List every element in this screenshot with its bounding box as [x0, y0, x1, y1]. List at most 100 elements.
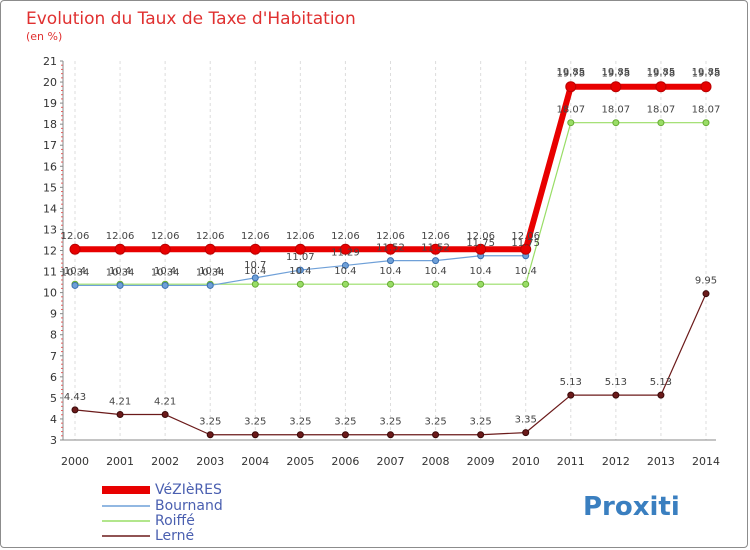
- data-label: 12.06: [241, 231, 270, 242]
- data-label: 19.78: [692, 69, 721, 80]
- y-tick-label: 13: [43, 223, 57, 236]
- data-point: [565, 81, 577, 93]
- x-tick-label: 2001: [106, 455, 134, 468]
- data-label: 12.06: [61, 231, 90, 242]
- data-label: 18.07: [692, 105, 721, 116]
- data-point: [522, 429, 530, 437]
- data-point: [655, 81, 667, 93]
- data-label: 10.4: [244, 266, 266, 277]
- data-label: 10.4: [64, 266, 86, 277]
- data-point: [161, 411, 169, 419]
- data-point: [251, 274, 259, 282]
- data-label: 10.4: [334, 266, 356, 277]
- data-label: 12.06: [511, 231, 540, 242]
- data-label: 3.25: [470, 417, 492, 428]
- y-tick-label: 17: [43, 139, 57, 152]
- data-label: 11.29: [331, 247, 360, 258]
- data-label: 10.34: [151, 267, 180, 278]
- data-point: [432, 257, 440, 265]
- data-label: 3.25: [289, 417, 311, 428]
- data-point: [296, 431, 304, 439]
- data-label: 4.43: [64, 392, 86, 403]
- data-label: 9.95: [695, 276, 717, 287]
- y-tick-label: 3: [50, 434, 57, 447]
- data-point: [475, 243, 487, 255]
- data-label: 10.4: [424, 266, 446, 277]
- data-point: [612, 119, 620, 127]
- data-point: [387, 280, 394, 288]
- data-point: [522, 280, 530, 288]
- data-label: 10.4: [379, 266, 401, 277]
- data-label: 19.85: [647, 67, 676, 78]
- data-label: 19.85: [692, 67, 721, 78]
- x-tick-label: 2004: [241, 455, 269, 468]
- data-point: [387, 431, 394, 439]
- data-label: 18.07: [556, 105, 585, 116]
- data-label: 12.06: [286, 231, 315, 242]
- data-point: [116, 281, 124, 289]
- data-point: [341, 431, 349, 439]
- y-tick-label: 7: [50, 350, 57, 363]
- data-label: 10.4: [289, 266, 311, 277]
- data-label: 12.06: [376, 231, 405, 242]
- data-label: 11.52: [376, 243, 405, 254]
- data-label: 10.4: [154, 266, 176, 277]
- data-point: [71, 406, 79, 414]
- data-point: [251, 431, 259, 439]
- data-label: 11.07: [286, 252, 315, 263]
- data-label: 4.21: [154, 397, 176, 408]
- data-point: [520, 243, 532, 255]
- data-point: [116, 411, 124, 419]
- x-tick-label: 2011: [557, 455, 585, 468]
- axes: 3 4 5 6 7 8 9 10 11 12 13 14 15 16 17 18 19 20 21 2000 2001 2…: [43, 55, 720, 468]
- data-point: [341, 261, 349, 269]
- data-point: [385, 243, 396, 255]
- data-label: 3.25: [424, 417, 446, 428]
- data-point: [702, 290, 710, 298]
- data-label: 10.34: [196, 267, 225, 278]
- x-tick-label: 2002: [151, 455, 179, 468]
- data-label: 11.75: [466, 238, 495, 249]
- data-label: 4.21: [109, 397, 131, 408]
- series-layer: [69, 81, 712, 439]
- data-label: 5.13: [560, 377, 582, 388]
- data-label: 5.13: [650, 377, 672, 388]
- y-tick-label: 11: [43, 266, 57, 279]
- data-point: [610, 81, 622, 93]
- data-point: [432, 431, 440, 439]
- y-tick-label: 18: [43, 118, 57, 131]
- y-tick-label: 21: [43, 55, 57, 68]
- y-tick-label: 12: [43, 245, 57, 258]
- chart-subtitle: (en %): [26, 30, 62, 43]
- legend-label-2: Bournand: [155, 498, 223, 514]
- data-point: [387, 257, 394, 265]
- data-point: [430, 243, 442, 255]
- data-point: [477, 280, 485, 288]
- data-label: 19.78: [556, 69, 585, 80]
- data-label: 3.25: [199, 417, 221, 428]
- x-tick-label: 2009: [467, 455, 495, 468]
- data-point: [69, 243, 81, 255]
- data-label: 19.85: [556, 67, 585, 78]
- logo-text: Proxiti: [583, 492, 680, 522]
- y-tick-label: 10: [43, 287, 57, 300]
- x-tick-label: 2010: [512, 455, 540, 468]
- legend-label-1: VéZIèRES: [155, 482, 222, 498]
- data-point: [296, 266, 304, 274]
- x-tick-label: 2007: [377, 455, 405, 468]
- data-labels: 12.06 12.06 12.06 12.06 12.06 12.06 12.06 12.06…: [61, 67, 721, 428]
- data-label: 11.52: [421, 243, 450, 254]
- data-label: 10.4: [470, 266, 492, 277]
- x-tick-label: 2013: [647, 455, 675, 468]
- y-tick-label: 6: [50, 371, 57, 384]
- data-point: [702, 119, 710, 127]
- x-tick-label: 2000: [61, 455, 89, 468]
- data-point: [71, 281, 79, 289]
- proxiti-logo: Proxiti: [583, 492, 680, 522]
- data-label: 10.34: [106, 267, 135, 278]
- data-label: 19.85: [602, 67, 631, 78]
- y-tick-label: 14: [43, 202, 57, 215]
- data-point: [206, 431, 214, 439]
- x-tick-label: 2014: [692, 455, 720, 468]
